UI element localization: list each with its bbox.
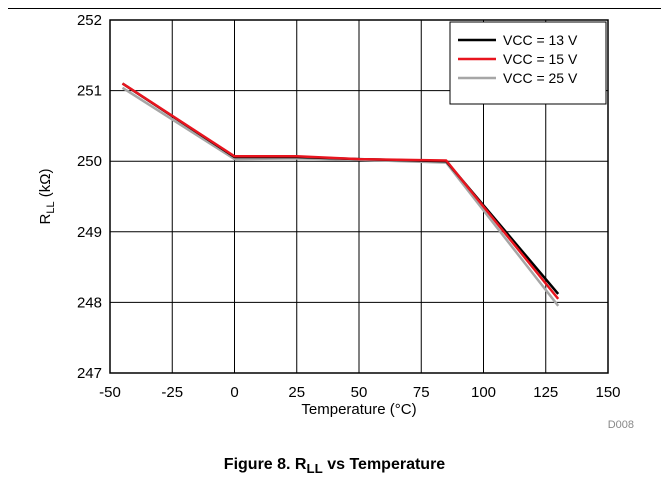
plot-border <box>109 19 609 374</box>
y-tick-label: 251 <box>77 83 102 100</box>
y-tick-label: 248 <box>77 294 102 311</box>
x-tick-label: -25 <box>161 384 183 401</box>
y-axis-title-subscript: LL <box>45 201 57 213</box>
x-tick-label: -50 <box>99 384 121 401</box>
series-line <box>121 82 560 300</box>
x-tick-label: 75 <box>413 384 430 401</box>
series-line <box>121 82 560 295</box>
x-tick-label: 0 <box>230 384 238 401</box>
x-tick-label: 100 <box>471 384 496 401</box>
legend-label: VCC = 25 V <box>503 70 578 86</box>
line-chart: -50 -25 0 25 50 75 100 125 150 247 248 249 250 251 252… <box>37 12 634 431</box>
y-axis-title-unit: (kΩ) <box>37 169 54 202</box>
legend-box <box>449 21 607 105</box>
y-axis-title-main: R <box>37 213 54 224</box>
x-tick-label: 25 <box>288 384 305 401</box>
x-tick-label: 50 <box>351 384 368 401</box>
x-axis-title: Temperature (°C) <box>301 401 416 418</box>
x-tick-label: 125 <box>533 384 558 401</box>
series-layer <box>121 82 560 307</box>
legend-label: VCC = 13 V <box>503 32 578 48</box>
top-rule <box>8 8 661 9</box>
legend-label: VCC = 15 V <box>503 51 578 67</box>
y-tick-label: 250 <box>77 153 102 170</box>
tick-label-layer: -50 -25 0 25 50 75 100 125 150 247 248 249 250 251 252 <box>77 12 621 401</box>
y-tick-label: 247 <box>77 365 102 382</box>
series-line <box>121 86 560 307</box>
figure-caption: Figure 8. RLL vs Temperature <box>223 456 446 477</box>
y-tick-label: 249 <box>77 224 102 241</box>
figure-code-label: D008 <box>608 419 634 431</box>
y-axis-title: RLL (kΩ) <box>37 169 57 225</box>
legend: VCC = 13 V VCC = 15 V VCC = 25 V <box>449 21 607 105</box>
y-tick-label: 252 <box>77 12 102 29</box>
x-tick-label: 150 <box>595 384 620 401</box>
